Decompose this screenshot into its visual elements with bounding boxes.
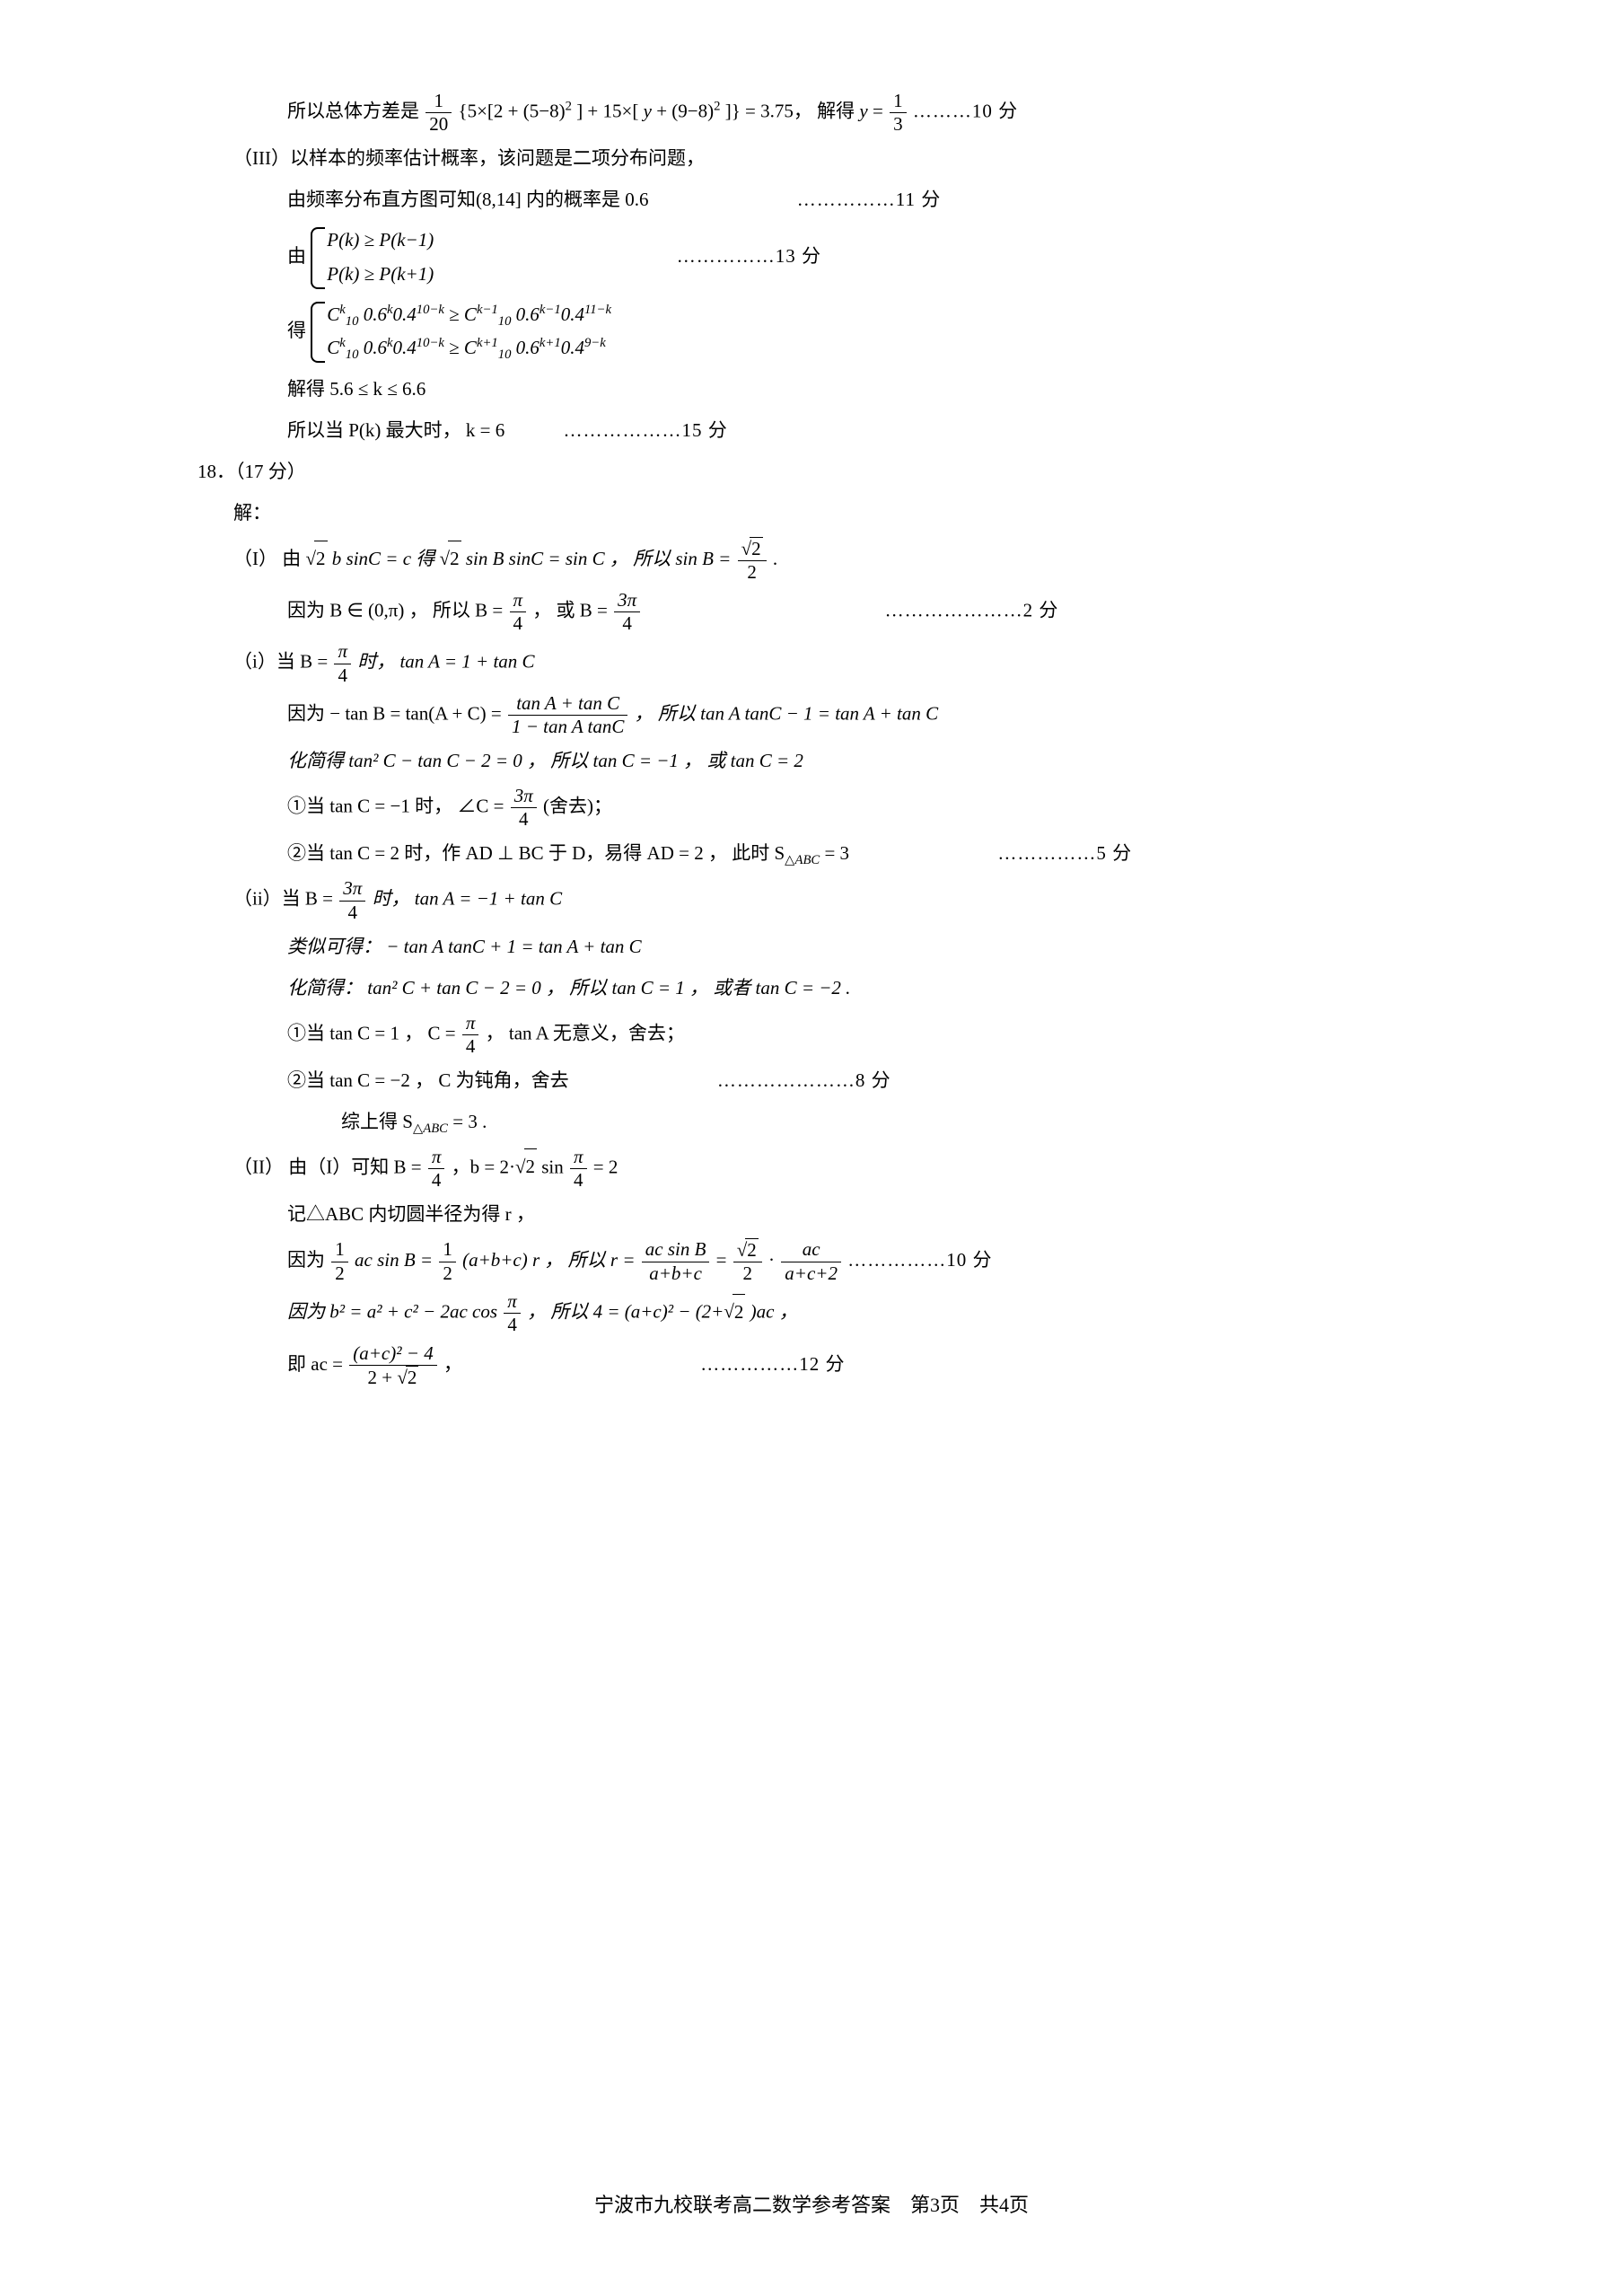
score-dots: …………………8 分 — [717, 1069, 891, 1091]
score-dots: ………………15 分 — [564, 419, 728, 441]
text-line: 化简得： tan² C + tan C − 2 = 0 ， 所以 tan C =… — [162, 971, 1461, 1007]
text-line: 即 ac = (a+c)² − 42 + √2 ， ……………12 分 — [162, 1342, 1461, 1389]
text: = — [873, 101, 888, 122]
brace-row: Ck10 0.6k0.410−k ≥ Ck−110 0.6k−10.411−k — [327, 298, 611, 332]
brace-block: 得 Ck10 0.6k0.410−k ≥ Ck−110 0.6k−10.411−… — [162, 298, 1461, 366]
text-line: ①当 tan C = 1 ， C = π4 ， tan A 无意义，舍去； — [162, 1012, 1461, 1058]
score-dots: ……………12 分 — [700, 1353, 845, 1375]
text-line: 所以当 P(k) 最大时， k = 6 ………………15 分 — [162, 413, 1461, 449]
text-line: （i）当 B = π4 时， tan A = 1 + tan C — [162, 640, 1461, 686]
text-line: 由频率分布直方图可知(8,14] 内的概率是 0.6 ……………11 分 — [162, 182, 1461, 218]
text-line: 化简得 tan² C − tan C − 2 = 0 ， 所以 tan C = … — [162, 743, 1461, 779]
text-line: （I） 由 √2 b sinC = c 得 √2 sin B sinC = si… — [162, 537, 1461, 584]
fraction: 120 — [425, 90, 452, 136]
text: 所以总体方差是 — [287, 101, 424, 122]
text-line: 因为 12 ac sin B = 12 (a+b+c) r ， 所以 r = a… — [162, 1238, 1461, 1285]
text-line: 类似可得： − tan A tanC + 1 = tan A + tan C — [162, 929, 1461, 965]
text-line: ①当 tan C = −1 时， ∠C = 3π4 (舍去)； — [162, 785, 1461, 831]
fraction: √22 — [738, 537, 767, 584]
score-dots: ……………13 分 — [677, 245, 821, 267]
score-dots: ……………10 分 — [847, 1249, 992, 1271]
text: ] + 15×[ — [576, 101, 643, 122]
brace-row: P(k) ≥ P(k−1) — [327, 224, 434, 258]
problem-header: 18．（17 分） — [162, 454, 1461, 490]
text-line: 记△ABC 内切圆半径为得 r ， — [162, 1197, 1461, 1233]
text: + (9−8) — [656, 101, 714, 122]
brace-row: Ck10 0.6k0.410−k ≥ Ck+110 0.6k+10.49−k — [327, 331, 611, 365]
text-line: 综上得 S△ABC = 3 . — [162, 1104, 1461, 1140]
score-dots: ……………5 分 — [997, 842, 1132, 864]
text-line: ②当 tan C = −2 ， C 为钝角，舍去 …………………8 分 — [162, 1063, 1461, 1099]
text-line: ②当 tan C = 2 时，作 AD ⊥ BC 于 D，易得 AD = 2 ，… — [162, 836, 1461, 872]
text-line: 因为 B ∈ (0,π) ， 所以 B = π4 ， 或 B = 3π4 ………… — [162, 589, 1461, 635]
score-dots: ……………11 分 — [797, 189, 941, 210]
text-line: （ii）当 B = 3π4 时， tan A = −1 + tan C — [162, 877, 1461, 923]
text-line: 所以总体方差是 120 {5×[2 + (5−8)2 ] + 15×[ y + … — [162, 90, 1461, 136]
brace-row: P(k) ≥ P(k+1) — [327, 258, 434, 292]
score-dots: …………………2 分 — [885, 600, 1059, 621]
fraction: 13 — [890, 90, 907, 136]
text-line: （II） 由（I）可知 B = π4 ，b = 2·√2 sin π4 = 2 — [162, 1146, 1461, 1192]
text-line: 解得 5.6 ≤ k ≤ 6.6 — [162, 372, 1461, 408]
document-page: 所以总体方差是 120 {5×[2 + (5−8)2 ] + 15×[ y + … — [0, 0, 1623, 2296]
text-line: （III）以样本的频率估计概率，该问题是二项分布问题， — [162, 141, 1461, 177]
text: {5×[2 + (5−8) — [459, 101, 566, 122]
text: ]} = 3.75， 解得 — [725, 101, 860, 122]
text-line: 因为 − tan B = tan(A + C) = tan A + tan C1… — [162, 692, 1461, 738]
score-dots: ………10 分 — [913, 101, 1018, 122]
page-footer: 宁波市九校联考高二数学参考答案 第3页 共4页 — [0, 2186, 1623, 2224]
text-line: 因为 b² = a² + c² − 2ac cos π4 ， 所以 4 = (a… — [162, 1290, 1461, 1336]
brace-block: 由 P(k) ≥ P(k−1) P(k) ≥ P(k+1) ……………13 分 — [162, 224, 1461, 292]
text-line: 解： — [162, 496, 1461, 532]
